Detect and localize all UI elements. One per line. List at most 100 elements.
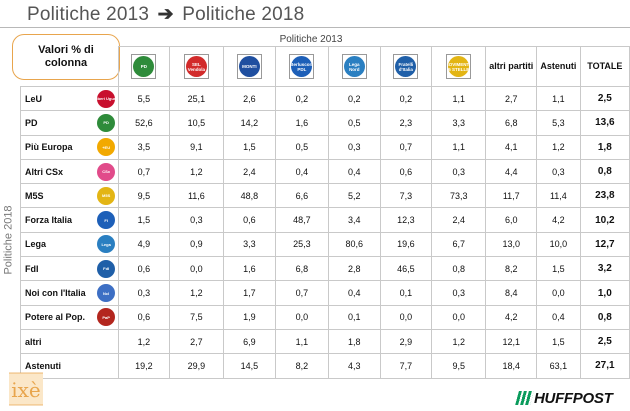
table-row: FdI FdI 0,6 0,0 1,6 6,8 2,8 46,5 0,8 8,2 1,5 3,2 xyxy=(19,256,630,282)
total-cell: 0,8 xyxy=(579,158,630,185)
value-cell: 5,2 xyxy=(328,183,381,209)
table-row: M5S M5S 9,5 11,6 48,8 6,6 5,2 7,3 73,3 11,7 11,4 23… xyxy=(19,183,630,209)
ixe-logo: ixè xyxy=(9,372,43,406)
value-cell: 4,3 xyxy=(328,353,381,379)
row-label-text: FdI xyxy=(25,263,39,274)
value-cell: 0,1 xyxy=(328,304,381,330)
column-header-altri: altri partiti xyxy=(485,46,538,87)
table-row: Altri CSx CSx 0,7 1,2 2,4 0,4 0,4 0,6 0,3 4,4 0,3 0… xyxy=(19,158,630,185)
value-cell: 8,2 xyxy=(485,256,538,282)
table-row: PD PD 52,6 10,5 14,2 1,6 0,5 2,3 3,3 6,8 5,3 13,6 xyxy=(19,110,630,136)
value-cell: 80,6 xyxy=(328,231,381,258)
value-cell: 18,4 xyxy=(485,353,538,379)
ixe-logo-text: ixè xyxy=(11,378,41,402)
value-cell: 2,4 xyxy=(223,158,276,185)
row-label: M5S M5S xyxy=(19,183,120,209)
value-cell: 2,8 xyxy=(328,256,381,282)
value-cell: 2,3 xyxy=(379,110,433,136)
value-cell: 0,3 xyxy=(431,280,487,306)
value-cell: 6,6 xyxy=(274,183,330,209)
row-party-logo-icon: FI xyxy=(97,211,116,230)
montl-logo-text: MONTI xyxy=(238,56,260,77)
row-group-label: Politiche 2018 xyxy=(3,205,16,275)
value-cell: 0,3 xyxy=(328,134,381,160)
row-label: PD PD xyxy=(19,110,120,136)
value-cell: 1,7 xyxy=(223,280,276,306)
value-cell: 1,8 xyxy=(328,328,381,355)
value-cell: 1,6 xyxy=(274,110,330,136)
value-cell: 0,3 xyxy=(536,158,581,185)
row-label: Potere al Pop. PaP xyxy=(19,304,120,330)
value-cell: 7,7 xyxy=(379,353,433,379)
value-cell: 0,1 xyxy=(379,280,433,306)
row-label: Più Europa +EU xyxy=(19,134,120,160)
row-party-logo-icon: +EU xyxy=(97,138,116,157)
total-cell: 23,8 xyxy=(579,183,630,209)
value-cell: 9,5 xyxy=(118,183,170,209)
value-cell: 1,5 xyxy=(118,207,170,233)
value-cell: 25,1 xyxy=(168,85,225,112)
pd-party-logo-icon: PD xyxy=(131,54,157,79)
column-values-header: Valori % di colonna xyxy=(12,34,120,80)
value-cell: 1,1 xyxy=(536,85,581,112)
lega-party-logo-icon: Lega Nord xyxy=(341,54,367,79)
pdl-party-logo-icon: Berlusconi PDL xyxy=(289,54,315,79)
row-label-text: M5S xyxy=(25,190,44,201)
value-cell: 0,3 xyxy=(168,207,225,233)
arrow-right-icon: ➔ xyxy=(157,4,174,25)
value-cell: 6,8 xyxy=(485,110,538,136)
huffpost-wordmark: HUFFPOST xyxy=(534,389,613,407)
column-header-m5s: MOVIMENTO 5 STELLE xyxy=(431,46,487,87)
row-label: LeU Liberi Uguali xyxy=(19,85,120,112)
m5s-logo-text: MOVIMENTO 5 STELLE xyxy=(448,56,470,77)
row-label: altri xyxy=(19,328,120,355)
total-cell: 2,5 xyxy=(579,85,630,112)
value-cell: 0,2 xyxy=(328,85,381,112)
table-row: Forza Italia FI 1,5 0,3 0,6 48,7 3,4 12,3 2,4 6,0… xyxy=(19,207,630,233)
value-cell: 9,5 xyxy=(431,353,487,379)
value-cell: 63,1 xyxy=(536,353,581,379)
row-label: Forza Italia FI xyxy=(19,207,120,233)
fdi-logo-text: Fratelli d'Italia xyxy=(395,56,417,77)
value-cell: 11,4 xyxy=(536,183,581,209)
flow-table: PD SEL Vendola MONTI Berlusconi PDL Lega Nor… xyxy=(19,46,630,379)
value-cell: 1,9 xyxy=(223,304,276,330)
value-cell: 1,2 xyxy=(118,328,170,355)
column-header-lega: Lega Nord xyxy=(328,46,381,87)
table-row: Lega Lega 4,9 0,9 3,3 25,3 80,6 19,6 6,7 13,0 10,0… xyxy=(19,231,630,258)
value-cell: 11,7 xyxy=(485,183,538,209)
value-cell: 2,7 xyxy=(485,85,538,112)
row-label-text: LeU xyxy=(25,93,43,104)
value-cell: 7,5 xyxy=(168,304,225,330)
value-cell: 1,6 xyxy=(223,256,276,282)
value-cell: 11,6 xyxy=(168,183,225,209)
value-cell: 0,7 xyxy=(118,158,170,185)
total-cell: 27,1 xyxy=(579,353,630,379)
value-cell: 7,3 xyxy=(379,183,433,209)
row-label: Noi con l'Italia NcI xyxy=(19,280,120,306)
pdl-logo-text: Berlusconi PDL xyxy=(291,56,313,77)
value-cell: 0,0 xyxy=(274,304,330,330)
value-cell: 0,8 xyxy=(431,256,487,282)
value-cell: 1,1 xyxy=(274,328,330,355)
value-cell: 6,0 xyxy=(485,207,538,233)
title-left: Politiche 2013 xyxy=(27,4,150,25)
column-header-totale: TOTALE xyxy=(579,46,630,87)
table-header-row: PD SEL Vendola MONTI Berlusconi PDL Lega Nor… xyxy=(21,46,630,87)
value-cell: 1,2 xyxy=(168,158,225,185)
total-cell: 3,2 xyxy=(579,256,630,282)
value-cell: 73,3 xyxy=(431,183,487,209)
row-party-logo-icon: CSx xyxy=(97,162,116,181)
row-party-logo-icon: PD xyxy=(97,113,116,132)
value-cell: 0,9 xyxy=(168,231,225,258)
value-cell: 0,0 xyxy=(431,304,487,330)
column-group-label: Politiche 2013 xyxy=(279,34,343,45)
huffpost-bars-icon xyxy=(515,391,534,405)
value-cell: 6,9 xyxy=(223,328,276,355)
value-cell: 10,0 xyxy=(536,231,581,258)
value-cell: 0,4 xyxy=(328,280,381,306)
value-cell: 52,6 xyxy=(118,110,170,136)
value-cell: 0,0 xyxy=(379,304,433,330)
pd-logo-text: PD xyxy=(133,56,155,77)
row-label-text: Noi con l'Italia xyxy=(25,288,86,299)
